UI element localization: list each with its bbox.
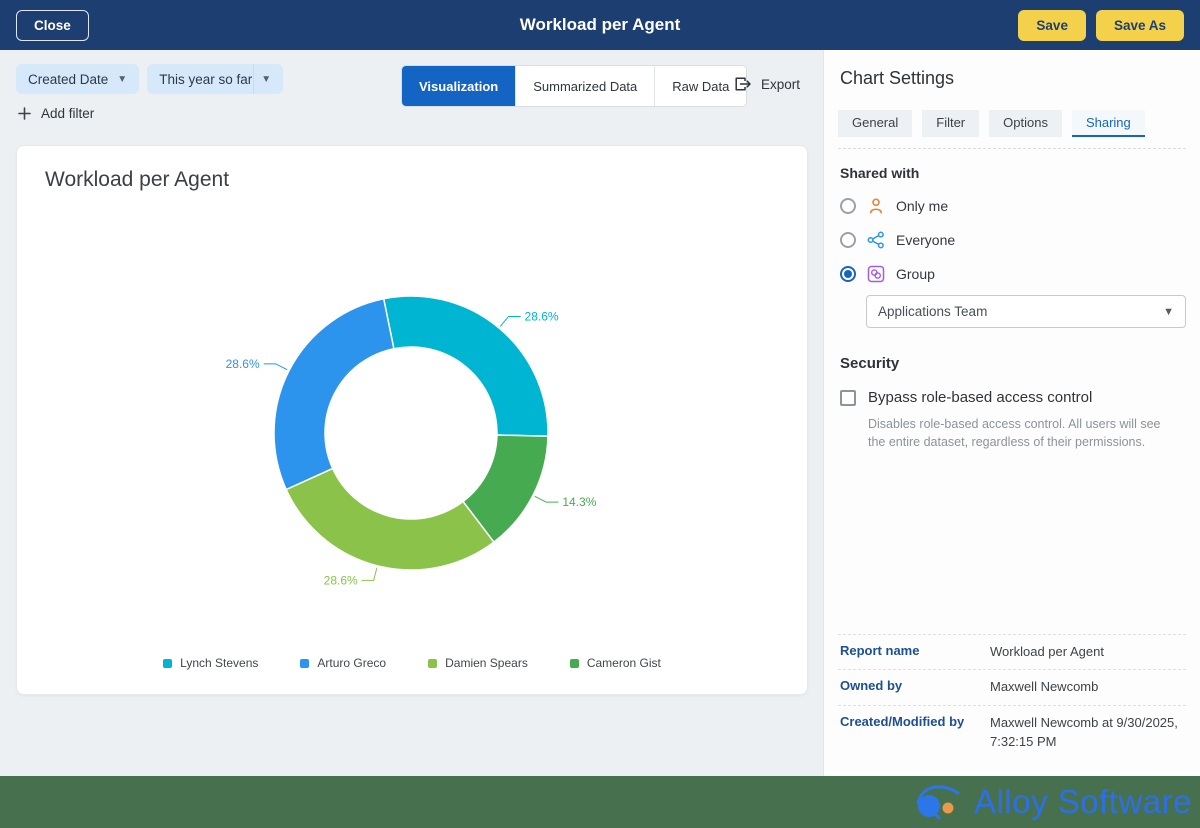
close-button[interactable]: Close [16,9,89,41]
label-leader-line [263,363,288,371]
info-value: Maxwell Newcomb [990,679,1099,695]
legend-marker [163,658,173,668]
top-bar-actions: Save Save As [1018,9,1184,41]
view-mode-tabs: Visualization Summarized Data Raw Data [401,65,748,107]
legend-item[interactable]: Arturo Greco [300,656,386,670]
legend-marker [428,658,438,668]
pie-slice-label: 28.6% [525,309,559,323]
share-network-icon [866,230,886,250]
security-label: Security [840,355,900,372]
pie-slice[interactable] [273,297,395,491]
brand-name: Alloy Software [974,783,1192,820]
person-icon [866,196,886,216]
info-label: Owned by [840,678,903,694]
pie-slice-label: 28.6% [324,573,358,587]
checkbox-label: Bypass role-based access control [868,389,1093,406]
info-label: Report name [840,642,920,658]
chart-card: Workload per Agent 28.6% 14.3% 28.6% 28.6% … [16,145,808,695]
footer-bar: Alloy Software [0,776,1200,828]
add-filter-button[interactable]: Add filter [18,106,94,121]
donut-chart-svg: 28.6% 14.3% 28.6% 28.6% [226,295,597,587]
info-value: Maxwell Newcomb at 9/30/2025, 7:32:15 PM [990,715,1178,750]
radio-button[interactable] [840,198,856,214]
filter-chips: Created Date ▼ This year so far ▼ [16,64,284,94]
legend-item[interactable]: Cameron Gist [569,656,661,670]
tab-raw-data[interactable]: Raw Data [655,66,747,106]
chevron-down-icon: ▼ [1163,305,1174,318]
legend-item[interactable]: Lynch Stevens [163,656,258,670]
filter-chip-label: Created Date [28,71,109,87]
info-row-created-modified: Created/Modified by Maxwell Newcomb at 9… [838,705,1186,760]
save-button[interactable]: Save [1018,9,1086,41]
legend-label: Arturo Greco [317,656,387,670]
chart-title: Workload per Agent [45,168,230,191]
tab-general[interactable]: General [838,110,913,137]
label-leader-line [499,315,521,327]
radio-button-selected[interactable] [840,266,856,282]
group-select-value: Applications Team [878,304,988,319]
tab-sharing[interactable]: Sharing [1071,110,1145,137]
plus-icon [18,107,31,120]
tab-summarized-data[interactable]: Summarized Data [516,66,656,106]
checkbox[interactable] [840,389,856,406]
content-area: Created Date ▼ This year so far ▼ Add fi… [0,50,1200,776]
tab-filter[interactable]: Filter [922,110,980,137]
section-divider [838,148,1186,149]
group-icon [866,264,886,284]
filter-chip-label: This year so far [159,71,253,87]
alloy-logo-icon [916,785,960,820]
add-filter-label: Add filter [41,106,95,121]
legend-item[interactable]: Damien Spears [428,656,528,670]
spacer [838,451,1186,633]
legend-marker [569,658,579,668]
export-button[interactable]: Export [734,76,800,92]
export-label: Export [761,76,801,92]
pie-slice[interactable] [382,295,549,438]
settings-tabs: General Filter Options Sharing [838,110,1186,137]
pie-slice[interactable] [285,467,495,571]
radio-label: Only me [896,198,949,214]
radio-option-group[interactable]: Group [838,257,1186,291]
chart-legend: Lynch Stevens Arturo Greco Damien Spears… [17,656,807,670]
radio-option-only-me[interactable]: Only me [838,189,1186,223]
legend-label: Damien Spears [445,656,528,670]
radio-option-everyone[interactable]: Everyone [838,223,1186,257]
report-info-table: Report name Workload per Agent Owned by … [838,633,1186,760]
toolbar-divider [253,64,254,94]
filter-chip-date-range[interactable]: This year so far ▼ [147,64,284,94]
label-leader-line [361,567,378,581]
top-bar: Close Workload per Agent Save Save As [0,0,1200,50]
legend-label: Cameron Gist [586,656,661,670]
security-description: Disables role-based access control. All … [868,417,1161,450]
shared-with-label: Shared with [840,165,920,181]
info-row-report-name: Report name Workload per Agent [838,633,1186,670]
chevron-down-icon: ▼ [261,73,272,85]
report-toolbar: Created Date ▼ This year so far ▼ Add fi… [0,50,823,146]
export-icon [735,77,751,91]
pie-slice-label: 28.6% [226,357,260,371]
info-label: Created/Modified by [840,714,965,730]
filter-chip-created-date[interactable]: Created Date ▼ [16,64,140,94]
radio-button[interactable] [840,232,856,248]
brand-logo: Alloy Software [914,780,1192,824]
bypass-rbac-checkbox-row[interactable]: Bypass role-based access control [840,389,1186,406]
legend-label: Lynch Stevens [180,656,259,670]
label-leader-line [534,495,559,503]
pie-slice-label: 14.3% [562,495,596,509]
chevron-down-icon: ▼ [117,73,128,85]
panel-title: Chart Settings [840,68,955,88]
chart-settings-panel: Chart Settings General Filter Options Sh… [823,50,1200,776]
group-select[interactable]: Applications Team ▼ [866,295,1186,328]
info-row-owned-by: Owned by Maxwell Newcomb [838,669,1186,705]
save-as-button[interactable]: Save As [1095,9,1184,41]
tab-visualization[interactable]: Visualization [402,66,517,106]
radio-label: Group [896,266,935,282]
info-value: Workload per Agent [990,643,1104,659]
tab-options[interactable]: Options [989,110,1062,137]
radio-label: Everyone [896,232,956,248]
main-area: Created Date ▼ This year so far ▼ Add fi… [0,50,823,776]
legend-marker [300,658,310,668]
